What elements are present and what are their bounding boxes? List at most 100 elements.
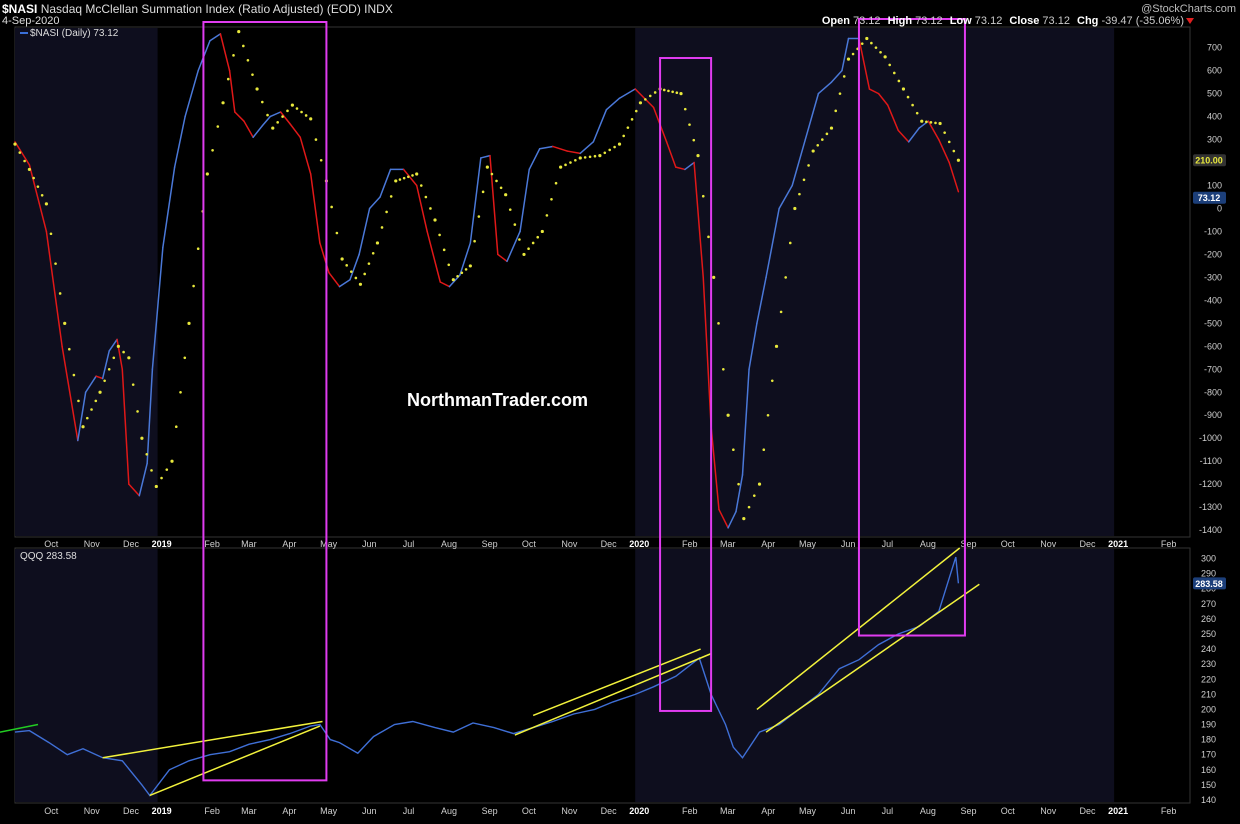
signal-dot [603,151,607,155]
signal-dot [851,52,855,56]
signal-dot [349,270,353,273]
open-label: Open [821,15,850,27]
nasi-line-segment [319,242,330,274]
nasi-line-segment [735,474,744,513]
trendline [532,648,701,717]
signal-dot [722,367,725,371]
x-tick-label: Dec [1080,806,1097,816]
signal-dot [300,110,303,114]
x-tick-label: Nov [1040,806,1057,816]
shaded-band [635,549,1115,802]
signal-last-tag: 210.00 [1195,156,1223,166]
signal-dot [929,121,933,124]
y-tick-label: 290 [1201,569,1216,579]
signal-dot [36,185,40,188]
signal-dot [688,123,691,126]
signal-dot [834,109,838,113]
signal-point [154,484,158,489]
nasi-line-segment [101,350,110,380]
x-tick-label: Feb [1161,539,1177,549]
signal-dot [583,156,587,159]
nasi-line-segment [748,322,758,371]
signal-dot [32,176,35,180]
nasi-line-segment [727,510,737,529]
signal-dot [798,192,801,196]
signal-dot [477,215,481,218]
x-tick-label: Mar [720,539,736,549]
y-tick-label: 250 [1201,629,1216,639]
x-tick-label: May [320,806,338,816]
signal-dot [196,247,200,250]
signal-dot [675,91,679,95]
signal-dot [906,95,910,99]
x-tick-label: Feb [204,539,220,549]
x-tick-label: Oct [1001,539,1016,549]
nasi-line-segment [718,508,729,529]
qqq-last-tag-bg [1193,577,1226,590]
nasi-line-segment [95,375,104,380]
signal-dot [737,482,740,486]
x-tick-label: Sep [482,806,498,816]
y-tick-label: 270 [1201,599,1216,609]
nasi-line-segment [804,92,820,141]
y-tick-label: -1100 [1200,456,1222,466]
signal-dot [211,148,214,152]
x-tick-label: Aug [441,539,457,549]
nasi-line-segment [927,120,940,141]
signal-point [696,154,700,158]
x-tick-label: Sep [960,806,976,816]
signal-point [956,158,961,162]
signal-dot [490,172,494,176]
x-tick-label: Dec [601,539,618,549]
nasi-line-segment [309,173,321,244]
signal-point [938,121,942,126]
signal-dot [266,113,269,117]
signal-dot [85,416,89,420]
signal-dot [411,174,414,177]
x-tick-label: Oct [522,806,537,816]
signal-dot [304,114,308,117]
signal-dot [319,158,323,162]
nasi-line-segment [84,375,97,394]
signal-point [522,252,526,257]
signal-dot [286,109,289,113]
nasi-line-segment [162,166,176,249]
chart-title: $NASI Nasdaq McClellan Summation Index (… [2,2,393,16]
signal-dot [838,92,842,95]
ohlc-readout: Open 73.12 High 73.12 Low 73.12 Close 73… [822,15,1188,27]
signal-dot [653,91,657,94]
nasi-line-segment [289,122,301,139]
nasi-line-segment [379,168,392,198]
signal-dot [226,77,230,81]
nasi-line-segment [116,338,124,371]
signal-point [290,103,294,107]
nasi-line-segment [519,168,530,233]
nasi-line-segment [173,115,186,168]
signal-dot [770,379,774,383]
signal-dot [518,238,521,241]
x-tick-label: Jul [882,539,894,549]
x-tick-label: 2019 [152,539,172,549]
signal-dot [613,145,616,149]
signal-point [829,126,834,130]
down-arrow-icon [1186,18,1194,24]
signal-point [170,459,174,463]
signal-dot [892,71,896,75]
signal-dot [345,264,348,267]
nasi-line-segment [741,368,750,476]
signal-point [255,87,259,91]
signal-dot [648,94,652,98]
y-tick-label: -1200 [1199,479,1222,489]
signal-dot [473,239,476,243]
brand-label[interactable]: @StockCharts.com [1141,3,1236,15]
signal-dot [58,292,62,295]
x-tick-label: Jul [403,539,415,549]
nasi-line-segment [358,207,371,256]
signal-dot [762,448,766,452]
signal-dot [879,50,882,54]
x-tick-label: May [320,539,338,549]
signal-last-tag-bg [1193,154,1226,167]
x-tick-label: Apr [761,806,775,816]
nasi-line-segment [77,391,87,442]
